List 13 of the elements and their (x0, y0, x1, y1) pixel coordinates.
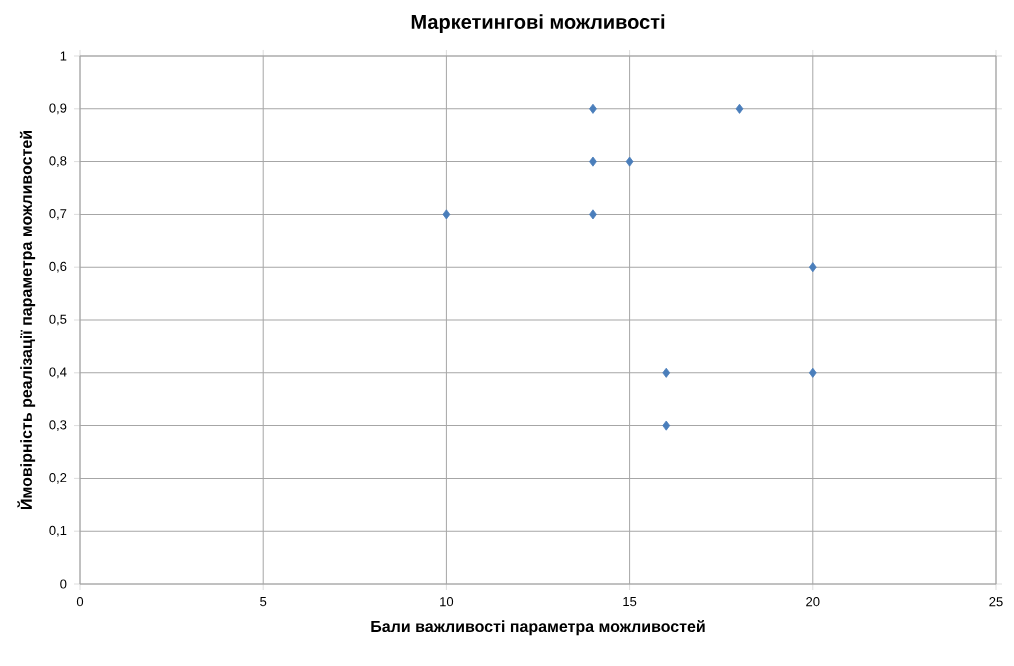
chart-title: Маркетингові можливості (411, 14, 665, 33)
point (625, 156, 634, 167)
point (589, 103, 597, 114)
x-axis-title: Бали важливості параметра можливостей (371, 619, 705, 636)
point (735, 103, 744, 114)
point (662, 367, 671, 378)
point (808, 367, 817, 378)
point (808, 262, 817, 273)
point (442, 209, 451, 220)
point (662, 420, 671, 431)
point (589, 209, 597, 220)
point (589, 156, 597, 167)
y-axis-title: Ймовірність реалізації параметра можливостей (17, 131, 36, 509)
